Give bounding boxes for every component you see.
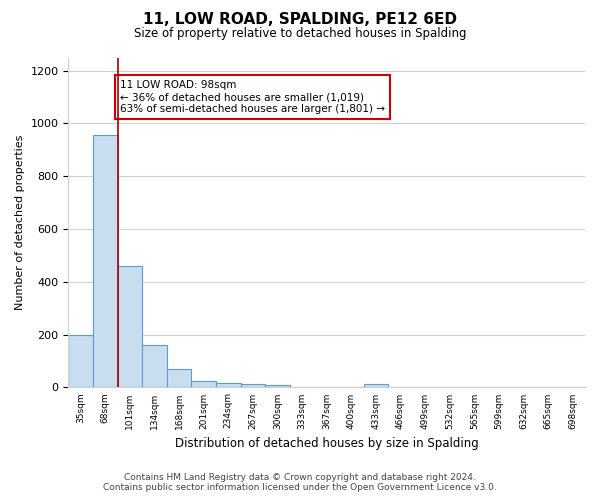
Text: Size of property relative to detached houses in Spalding: Size of property relative to detached ho… [134, 28, 466, 40]
Bar [68, 334, 93, 388]
X-axis label: Distribution of detached houses by size in Spalding: Distribution of detached houses by size … [175, 437, 479, 450]
Text: 11 LOW ROAD: 98sqm
← 36% of detached houses are smaller (1,019)
63% of semi-deta: 11 LOW ROAD: 98sqm ← 36% of detached hou… [120, 80, 385, 114]
Bar [265, 385, 290, 388]
Bar [191, 381, 216, 388]
Y-axis label: Number of detached properties: Number of detached properties [15, 135, 25, 310]
Text: Contains HM Land Registry data © Crown copyright and database right 2024.
Contai: Contains HM Land Registry data © Crown c… [103, 473, 497, 492]
Text: 11, LOW ROAD, SPALDING, PE12 6ED: 11, LOW ROAD, SPALDING, PE12 6ED [143, 12, 457, 28]
Bar [364, 384, 388, 388]
Bar [241, 384, 265, 388]
Bar [167, 369, 191, 388]
Bar [142, 345, 167, 388]
Bar [216, 382, 241, 388]
Bar [118, 266, 142, 388]
Bar [93, 136, 118, 388]
